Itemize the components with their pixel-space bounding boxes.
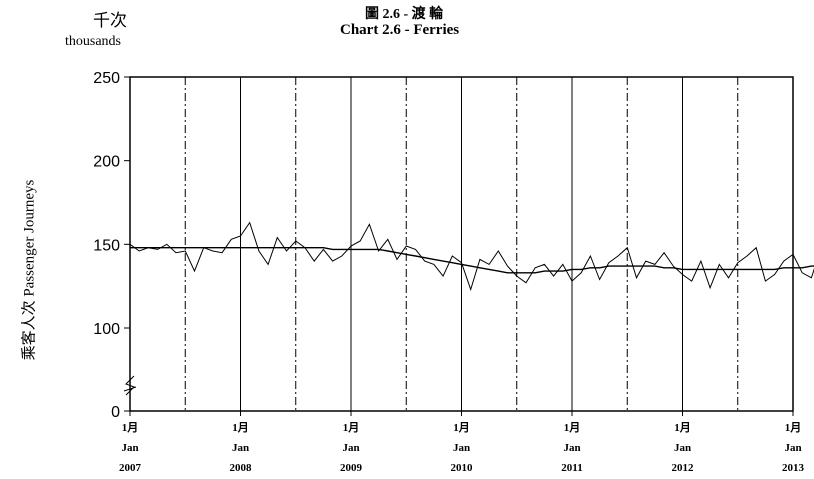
x-tick-label-month: 1月 (343, 421, 360, 434)
y-tick-label: 150 (93, 237, 120, 254)
y-tick-label: 0 (111, 404, 120, 421)
x-tick-label-month: 1月 (122, 421, 139, 434)
x-tick-label-month: 1月 (785, 421, 802, 434)
x-tick-label-abbr: Jan (232, 442, 249, 454)
x-tick-label-month: 1月 (674, 421, 691, 434)
x-tick-label-month: 1月 (453, 421, 470, 434)
y-unit-english: thousands (65, 34, 121, 49)
x-tick-label-abbr: Jan (563, 442, 580, 454)
x-tick-label-abbr: Jan (784, 442, 801, 454)
x-tick-label-year: 2013 (782, 462, 805, 474)
x-tick-label-year: 2008 (230, 462, 253, 474)
x-tick-label-abbr: Jan (121, 442, 138, 454)
x-tick-label-year: 2007 (119, 462, 142, 474)
y-axis-break-mark (125, 375, 135, 396)
x-tick-label-year: 2009 (340, 462, 363, 474)
y-tick-label: 100 (93, 321, 120, 338)
chart-title-chinese: 圖 2.6 - 渡 輪 (365, 7, 444, 22)
y-tick-label: 200 (93, 154, 120, 171)
x-tick-label-abbr: Jan (342, 442, 359, 454)
x-tick-label-month: 1月 (232, 421, 249, 434)
x-tick-label-year: 2010 (451, 462, 474, 474)
x-tick-label-abbr: Jan (453, 442, 470, 454)
x-tick-label-year: 2011 (561, 462, 582, 474)
x-tick-label-year: 2012 (672, 462, 695, 474)
x-tick-label-abbr: Jan (674, 442, 691, 454)
chart-title-english: Chart 2.6 - Ferries (340, 22, 460, 38)
x-tick-label-month: 1月 (564, 421, 581, 434)
series-line-trend (130, 246, 814, 274)
series-line-monthly (129, 221, 814, 292)
y-tick-label: 250 (93, 70, 120, 87)
y-unit-chinese: 千次 (93, 11, 127, 30)
y-axis-break-mark (123, 386, 137, 392)
